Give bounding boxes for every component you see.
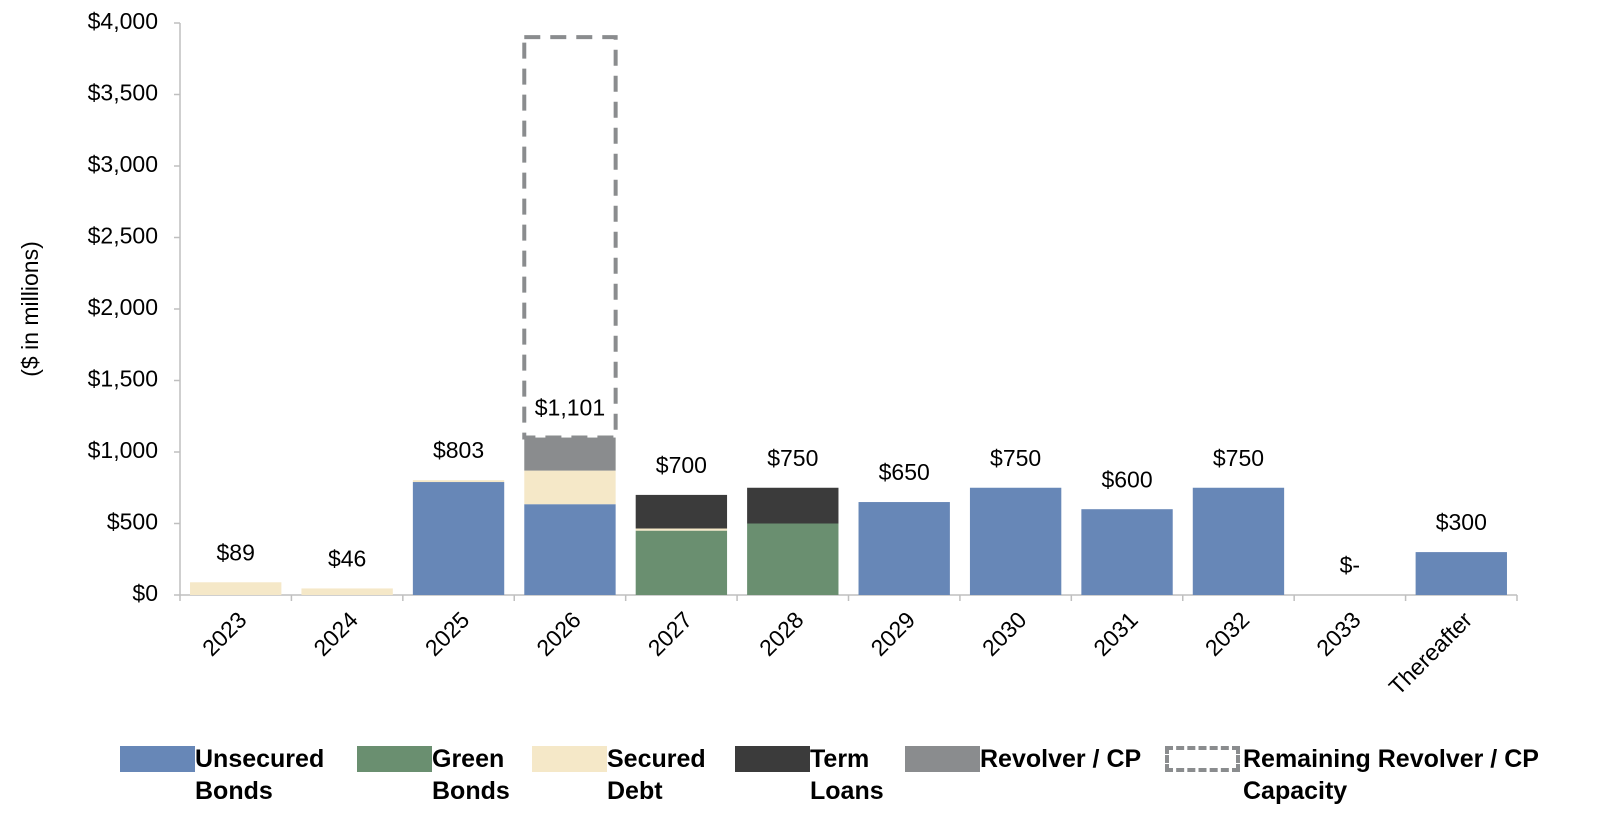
legend-label: Revolver / CP [980, 745, 1142, 773]
bar-segment [1415, 552, 1507, 595]
value-label: $600 [1101, 466, 1152, 492]
y-tick-label: $3,000 [88, 151, 158, 177]
y-tick-label: $1,000 [88, 437, 158, 463]
legend-swatch [905, 746, 980, 772]
bar-segment [524, 504, 616, 595]
legend-swatch [735, 746, 810, 772]
value-label: $- [1340, 552, 1360, 578]
legend-swatch [1165, 746, 1240, 772]
legend-swatch [120, 746, 195, 772]
x-tick-label: 2025 [420, 606, 475, 661]
x-tick-label: 2032 [1200, 606, 1255, 661]
bar-segment [635, 528, 728, 531]
legend-swatch [357, 746, 432, 772]
y-tick-label: $500 [107, 509, 158, 535]
bar-segment [412, 480, 505, 483]
x-tick-label: 2026 [531, 606, 586, 661]
bar-segment [635, 530, 728, 595]
y-tick-label: $2,000 [88, 294, 158, 320]
bar-segment [969, 487, 1062, 595]
legend-swatch [532, 746, 607, 772]
x-tick-label: 2030 [977, 606, 1032, 661]
legend-label: Secured Debt [607, 745, 706, 805]
legend-label: Green Bonds [432, 745, 510, 805]
y-tick-label: $0 [132, 580, 158, 606]
x-tick-label: 2031 [1088, 606, 1143, 661]
bar-segment [635, 494, 728, 529]
value-label: $300 [1436, 509, 1487, 535]
x-tick-label: 2023 [197, 606, 252, 661]
bar-segment [524, 470, 616, 505]
legend-label: Unsecured Bonds [195, 745, 325, 805]
x-tick-label: 2033 [1311, 606, 1366, 661]
bar-segment [1081, 509, 1173, 595]
x-tick-label: Thereafter [1384, 606, 1478, 700]
value-label: $750 [767, 445, 818, 471]
bar-segment [747, 487, 839, 524]
bar-segment [522, 35, 618, 440]
value-label: $89 [217, 539, 255, 565]
bar-segment [858, 502, 950, 595]
bar-segment [524, 437, 616, 471]
x-tick-label: 2024 [308, 606, 363, 661]
x-tick-label: 2029 [865, 606, 920, 661]
y-axis-title: ($ in millions) [17, 241, 43, 376]
bar-segment [412, 482, 505, 595]
value-label: $750 [1213, 445, 1264, 471]
x-tick-label: 2028 [754, 606, 809, 661]
bar-segment [301, 588, 393, 595]
legend-label: Remaining Revolver / CP Capacity [1243, 745, 1539, 805]
bar-segment [190, 582, 282, 595]
y-tick-label: $3,500 [88, 80, 158, 106]
x-tick-label: 2027 [643, 606, 698, 661]
value-label: $650 [879, 459, 930, 485]
value-label: $700 [656, 452, 707, 478]
y-tick-label: $2,500 [88, 223, 158, 249]
bar-segment [747, 523, 839, 595]
value-label: $750 [990, 445, 1041, 471]
y-tick-label: $4,000 [88, 8, 158, 34]
bar-segment [1192, 487, 1285, 595]
value-label: $1,101 [535, 395, 605, 421]
value-label: $803 [433, 437, 484, 463]
y-tick-label: $1,500 [88, 366, 158, 392]
legend-label: Term Loans [810, 745, 884, 805]
value-label: $46 [328, 546, 366, 572]
